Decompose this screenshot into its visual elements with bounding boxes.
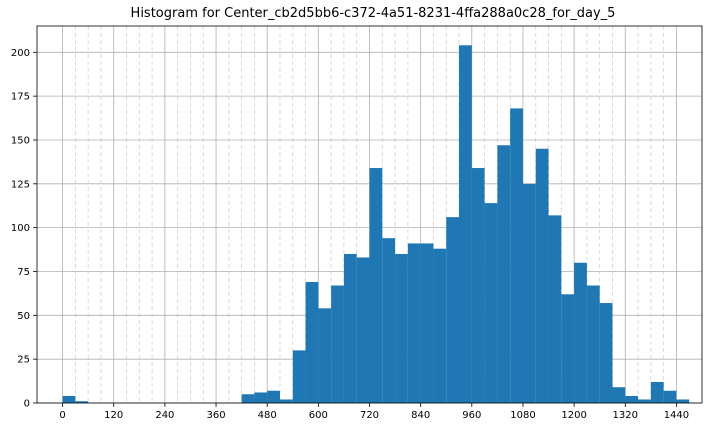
y-tick-label: 125 [11, 179, 30, 190]
x-tick-label: 960 [462, 410, 481, 421]
histogram-bar [548, 215, 562, 403]
x-tick-label: 1200 [561, 410, 586, 421]
histogram-bar [471, 168, 485, 403]
y-tick-label: 0 [24, 399, 30, 410]
histogram-bar [459, 45, 472, 404]
histogram-bar [305, 282, 319, 403]
histogram-bar [407, 243, 421, 403]
x-tick-label: 840 [411, 410, 430, 421]
histogram-bar [433, 248, 447, 403]
histogram-bar [382, 238, 396, 403]
histogram-bar [356, 257, 370, 403]
histogram-bar [510, 108, 523, 404]
histogram-bar [625, 395, 639, 403]
histogram-bar [446, 217, 460, 403]
x-tick-label: 480 [258, 410, 277, 421]
y-tick-label: 100 [11, 223, 30, 234]
histogram-bar [586, 285, 600, 403]
histogram-bar [574, 262, 587, 403]
x-tick-label: 720 [360, 410, 379, 421]
histogram-bar [420, 243, 434, 403]
histogram-bar [395, 253, 408, 403]
histogram-bar [638, 399, 651, 403]
histogram-bar [522, 183, 536, 403]
histogram-bar [599, 303, 613, 403]
y-axis: 0 25 50 75 100 125 150 175 200 [11, 48, 37, 410]
x-tick-label: 600 [309, 410, 328, 421]
x-tick-label: 1080 [510, 410, 535, 421]
y-tick-label: 75 [17, 267, 30, 278]
histogram-bar [343, 253, 357, 403]
histogram-bar [331, 285, 344, 403]
x-tick-label: 1320 [613, 410, 638, 421]
histogram-bar [279, 399, 293, 403]
x-tick-label: 240 [155, 410, 174, 421]
x-tick-label: 120 [104, 410, 123, 421]
histogram-bar [484, 203, 498, 403]
x-tick-label: 360 [206, 410, 225, 421]
chart-title: Histogram for Center_cb2d5bb6-c372-4a51-… [131, 6, 616, 21]
y-tick-label: 25 [17, 355, 30, 366]
histogram-bar [254, 392, 268, 403]
histogram-bar [267, 390, 280, 403]
histogram-bar [612, 387, 626, 403]
bars [62, 45, 690, 404]
histogram-bar [535, 148, 549, 403]
y-tick-label: 175 [11, 92, 30, 103]
histogram-bar [75, 401, 89, 403]
histogram-bar [62, 395, 76, 403]
y-tick-label: 150 [11, 135, 30, 146]
x-tick-label: 0 [59, 410, 65, 421]
x-axis: 0 120 240 360 480 600 720 840 960 1080 1200 1320 144… [59, 403, 689, 421]
histogram-bar [369, 168, 383, 403]
histogram-bar [663, 390, 677, 403]
histogram-bar [292, 350, 306, 403]
histogram-bar [241, 394, 255, 403]
y-tick-label: 200 [11, 48, 30, 59]
histogram-bar [561, 294, 575, 403]
histogram-bar [650, 381, 664, 403]
y-tick-label: 50 [17, 311, 30, 322]
histogram-bar [497, 145, 511, 403]
histogram-bar [676, 399, 690, 403]
x-tick-label: 1440 [664, 410, 689, 421]
histogram-bar [318, 308, 332, 403]
